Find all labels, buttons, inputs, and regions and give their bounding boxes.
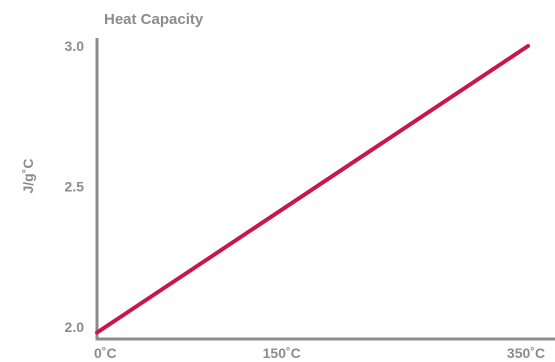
x-tick-labels: 0˚C 150˚C 350˚C xyxy=(94,345,545,361)
y-tick-label-2: 3.0 xyxy=(65,38,85,54)
x-tick-label-1: 150˚C xyxy=(263,345,301,361)
x-tick-label-2: 350˚C xyxy=(507,345,545,361)
series-group xyxy=(95,44,530,335)
series-line-0 xyxy=(95,44,530,335)
chart-title: Heat Capacity xyxy=(104,11,204,28)
y-axis-label: J/g˚C xyxy=(20,159,36,194)
y-tick-label-1: 2.5 xyxy=(65,179,85,195)
y-tick-label-0: 2.0 xyxy=(65,319,85,335)
axes xyxy=(95,38,555,341)
x-tick-label-0: 0˚C xyxy=(94,345,117,361)
y-tick-labels: 2.0 2.5 3.0 xyxy=(65,38,85,335)
